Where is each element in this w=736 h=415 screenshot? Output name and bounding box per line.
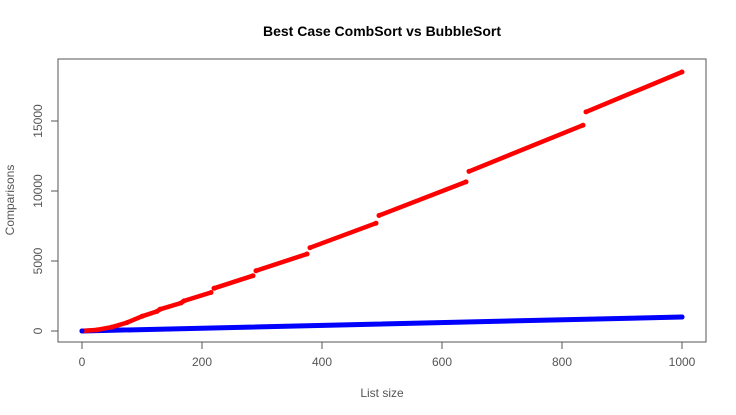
series-red-point	[373, 220, 379, 226]
y-tick-label: 10000	[31, 174, 45, 208]
series-red-point	[466, 168, 472, 174]
series-red-point	[211, 285, 217, 291]
series-red-point	[109, 324, 115, 330]
y-axis-label: Comparisons	[3, 165, 17, 236]
x-axis-label: List size	[360, 386, 404, 400]
y-tick-label: 5000	[31, 247, 45, 274]
x-tick-label: 200	[192, 355, 212, 369]
series-red-point	[250, 273, 256, 279]
series-red-point	[376, 213, 382, 218]
series-red-point	[304, 251, 310, 257]
series-blue-line	[79, 314, 685, 334]
series-red-point	[94, 327, 100, 333]
x-tick-label: 0	[79, 355, 86, 369]
series-red-point	[124, 320, 130, 326]
x-tick-label: 800	[552, 355, 572, 369]
y-axis: 0 5000 10000 15000	[31, 104, 59, 334]
series-red-point	[463, 179, 469, 185]
y-tick-label: 15000	[31, 104, 45, 138]
series-blue-point	[679, 314, 685, 320]
series-red-point	[139, 313, 145, 319]
chart-title: Best Case CombSort vs BubbleSort	[263, 23, 501, 39]
x-axis: 0 200 400 600 800 1000	[79, 341, 696, 369]
y-tick-label: 0	[31, 327, 45, 334]
x-tick-label: 1000	[669, 355, 696, 369]
series-red-point	[583, 109, 589, 115]
series-red-point	[157, 306, 163, 312]
x-tick-label: 400	[312, 355, 332, 369]
series-red-point	[181, 298, 187, 304]
series-red-line	[79, 69, 685, 334]
series-red-point	[208, 290, 214, 295]
series-red-point	[253, 268, 259, 274]
series-red-point	[679, 69, 685, 75]
series-layer	[79, 69, 685, 334]
series-red-point	[307, 245, 313, 251]
series-red-point	[580, 122, 586, 128]
series-blue-point	[79, 328, 85, 334]
x-tick-label: 600	[432, 355, 452, 369]
